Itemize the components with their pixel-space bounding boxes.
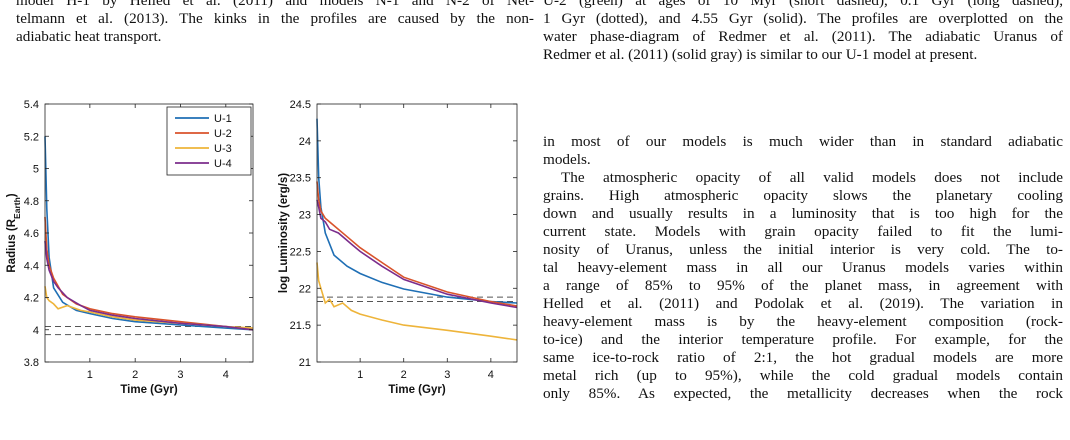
caption-line: model H-1 by Helled et al. (2011) and mo… <box>16 0 534 9</box>
series-line-u-1 <box>44 136 254 331</box>
body-line: nosity of Uranus, unless the initial int… <box>543 241 1063 258</box>
caption-line: water phase-diagram of Redmer et al. (20… <box>543 28 1063 45</box>
y-tick-label: 22.5 <box>290 246 311 258</box>
x-tick-label: 1 <box>87 369 93 381</box>
x-axis-label: Time (Gyr) <box>120 384 177 396</box>
x-tick-label: 2 <box>132 369 138 381</box>
y-tick-label: 23.5 <box>290 173 311 185</box>
radius-chart: 3.8 4 4.2 4.4 4.6 4.8 5 5.2 5.4 1 2 3 4 Time (Gyr) Rad… <box>6 99 254 396</box>
series-line-u-3 <box>316 262 518 341</box>
caption-line: telmann et al. (2013). The kinks in the … <box>16 10 534 27</box>
y-tick-label: 4.2 <box>24 293 39 305</box>
y-tick-label: 21 <box>299 357 311 369</box>
y-tick-label: 23 <box>299 210 311 222</box>
y-tick-label: 5 <box>33 164 39 176</box>
plot-frame <box>316 103 518 363</box>
x-tick-label: 1 <box>357 369 363 381</box>
caption-line: adiabatic heat transport. <box>16 28 162 45</box>
series-line-u-4 <box>44 241 254 331</box>
y-tick-label: 4.6 <box>24 228 39 240</box>
body-line: Helled et al. (2011) and Podolak et al. … <box>543 295 1063 312</box>
caption-line: U-2 (green) at ages of 10 Myr (short das… <box>543 0 1063 9</box>
legend-label: U-1 <box>214 113 232 125</box>
y-tick-label: 4.4 <box>24 260 39 272</box>
body-line: a range of 85% to 95% of the planet mass… <box>543 277 1063 294</box>
x-tick-label: 3 <box>444 369 450 381</box>
legend-label: U-2 <box>214 128 232 140</box>
caption-line: Redmer et al. (2011) (solid gray) is sim… <box>543 46 978 63</box>
body-line: current state. Models with grain opacity… <box>543 223 1063 240</box>
series-line-u-4 <box>316 199 518 309</box>
y-tick-label: 24.5 <box>290 99 311 111</box>
body-line: in most of our models is much wider than… <box>543 133 1063 150</box>
body-line: only 85%. As expected, the metallicity d… <box>543 385 1063 402</box>
y-axis-label: Radius (REarth) <box>6 193 22 272</box>
series-line-u-3 <box>44 286 254 329</box>
body-line: heavy-element mass is by the heavy-eleme… <box>543 313 1063 330</box>
y-tick-label: 24 <box>299 136 311 148</box>
series-line-u-2 <box>44 216 254 331</box>
body-line: to-ice) and the interior temperature pro… <box>543 331 1063 348</box>
body-text-column: in most of our models is much wider than… <box>543 133 1063 403</box>
body-line: grains. High atmospheric opacity slows t… <box>543 187 1063 204</box>
series-line-u-2 <box>316 181 518 307</box>
y-tick-label: 4 <box>33 325 39 337</box>
body-line: The atmospheric opacity of all valid mod… <box>561 169 1063 186</box>
y-axis-label: log Luminosity (erg/s) <box>278 173 290 293</box>
legend-label: U-3 <box>214 143 232 155</box>
body-line: models. <box>543 151 591 168</box>
y-tick-label: 5.4 <box>24 99 39 111</box>
x-tick-label: 4 <box>488 369 494 381</box>
series-line-u-1 <box>316 118 518 304</box>
body-line: down and usually results in a luminosity… <box>543 205 1063 222</box>
body-line: tal heavy-element mass in all our Uranus… <box>543 259 1063 276</box>
figure-caption-right: U-2 (green) at ages of 10 Myr (short das… <box>543 0 1063 64</box>
y-tick-label: 5.2 <box>24 131 39 143</box>
body-line: metal rich (up to 95%), while the cold g… <box>543 367 1063 384</box>
y-tick-label: 4.8 <box>24 196 39 208</box>
legend-label: U-4 <box>214 158 232 170</box>
figure-caption-left: model H-1 by Helled et al. (2011) and mo… <box>16 0 534 46</box>
y-tick-label: 22 <box>299 283 311 295</box>
y-tick-label: 21.5 <box>290 320 311 332</box>
x-axis-label: Time (Gyr) <box>388 384 445 396</box>
x-tick-label: 3 <box>177 369 183 381</box>
x-tick-label: 4 <box>223 369 229 381</box>
caption-line: 1 Gyr (dotted), and 4.55 Gyr (solid). Th… <box>543 10 1063 27</box>
x-tick-label: 2 <box>401 369 407 381</box>
body-line: same ice-to-rock ratio of 2:1, the hot g… <box>543 349 1063 366</box>
y-tick-label: 3.8 <box>24 357 39 369</box>
